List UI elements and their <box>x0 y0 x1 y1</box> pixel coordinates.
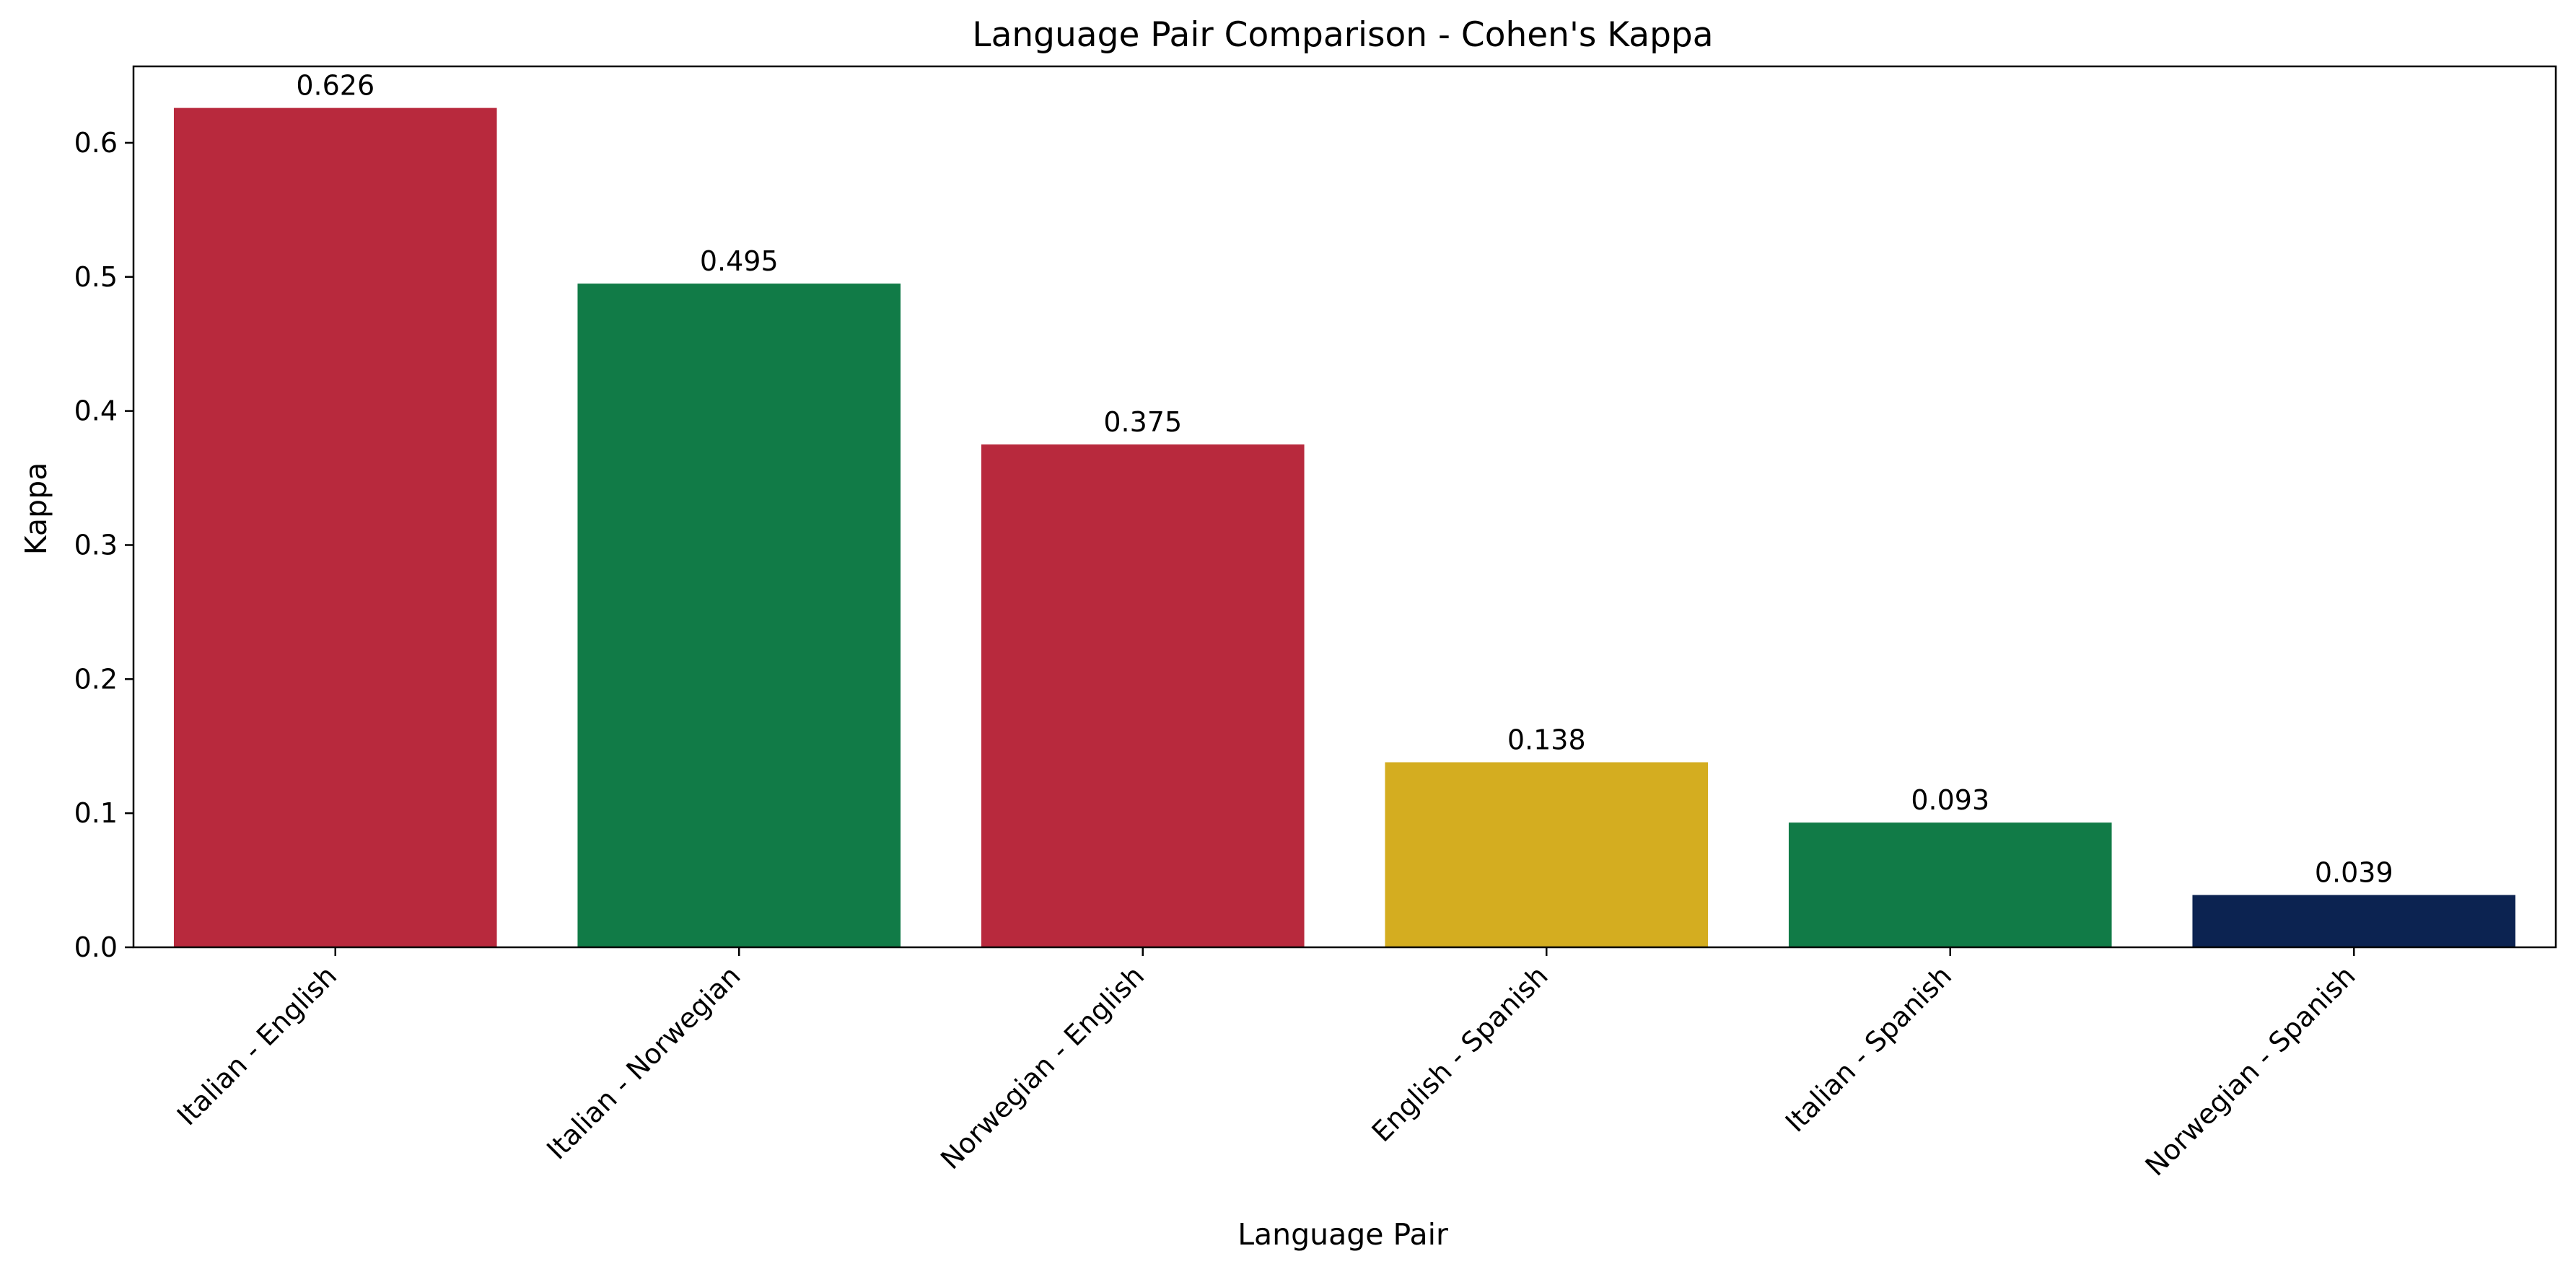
data-label-4: 0.093 <box>1911 784 1989 816</box>
y-axis: 0.0 0.1 0.2 0.3 0.4 0.5 0.6 <box>74 127 133 963</box>
x-axis-label: Language Pair <box>1237 1217 1448 1252</box>
x-tick-label-1: Italian - Norwegian <box>540 960 746 1165</box>
data-label-3: 0.138 <box>1507 724 1586 756</box>
x-tick-label-5: Norwegian - Spanish <box>2139 960 2362 1182</box>
x-tick-label-2: Norwegian - English <box>934 960 1150 1175</box>
bar-2 <box>981 444 1305 947</box>
y-tick-label-6: 0.6 <box>74 127 118 159</box>
bars-layer: 0.626 0.495 0.375 0.138 0.093 0.039 <box>173 70 2516 948</box>
bar-0 <box>173 107 497 948</box>
bar-3 <box>1385 762 1709 947</box>
y-tick-label-4: 0.4 <box>74 395 118 427</box>
data-label-2: 0.375 <box>1103 406 1182 438</box>
plot-area-frame <box>132 65 2557 949</box>
data-label-1: 0.495 <box>700 245 779 277</box>
x-tick-label-0: Italian - English <box>171 960 343 1131</box>
x-axis: Italian - English Italian - Norwegian Norw… <box>171 947 2362 1182</box>
bar-5 <box>2192 895 2516 947</box>
chart-title: Language Pair Comparison - Cohen's Kappa <box>972 15 1713 55</box>
data-label-5: 0.039 <box>2315 857 2393 889</box>
bar-4 <box>1788 822 2112 947</box>
x-tick-label-3: English - Spanish <box>1366 960 1554 1148</box>
bar-1 <box>577 284 901 947</box>
y-tick-label-3: 0.3 <box>74 529 118 561</box>
y-tick-label-5: 0.5 <box>74 261 118 293</box>
data-label-0: 0.626 <box>296 70 374 102</box>
y-tick-label-1: 0.1 <box>74 797 118 829</box>
y-axis-label: Kappa <box>19 462 53 555</box>
y-tick-label-2: 0.2 <box>74 663 118 695</box>
y-tick-label-0: 0.0 <box>74 931 118 963</box>
x-tick-label-4: Italian - Spanish <box>1779 960 1958 1138</box>
